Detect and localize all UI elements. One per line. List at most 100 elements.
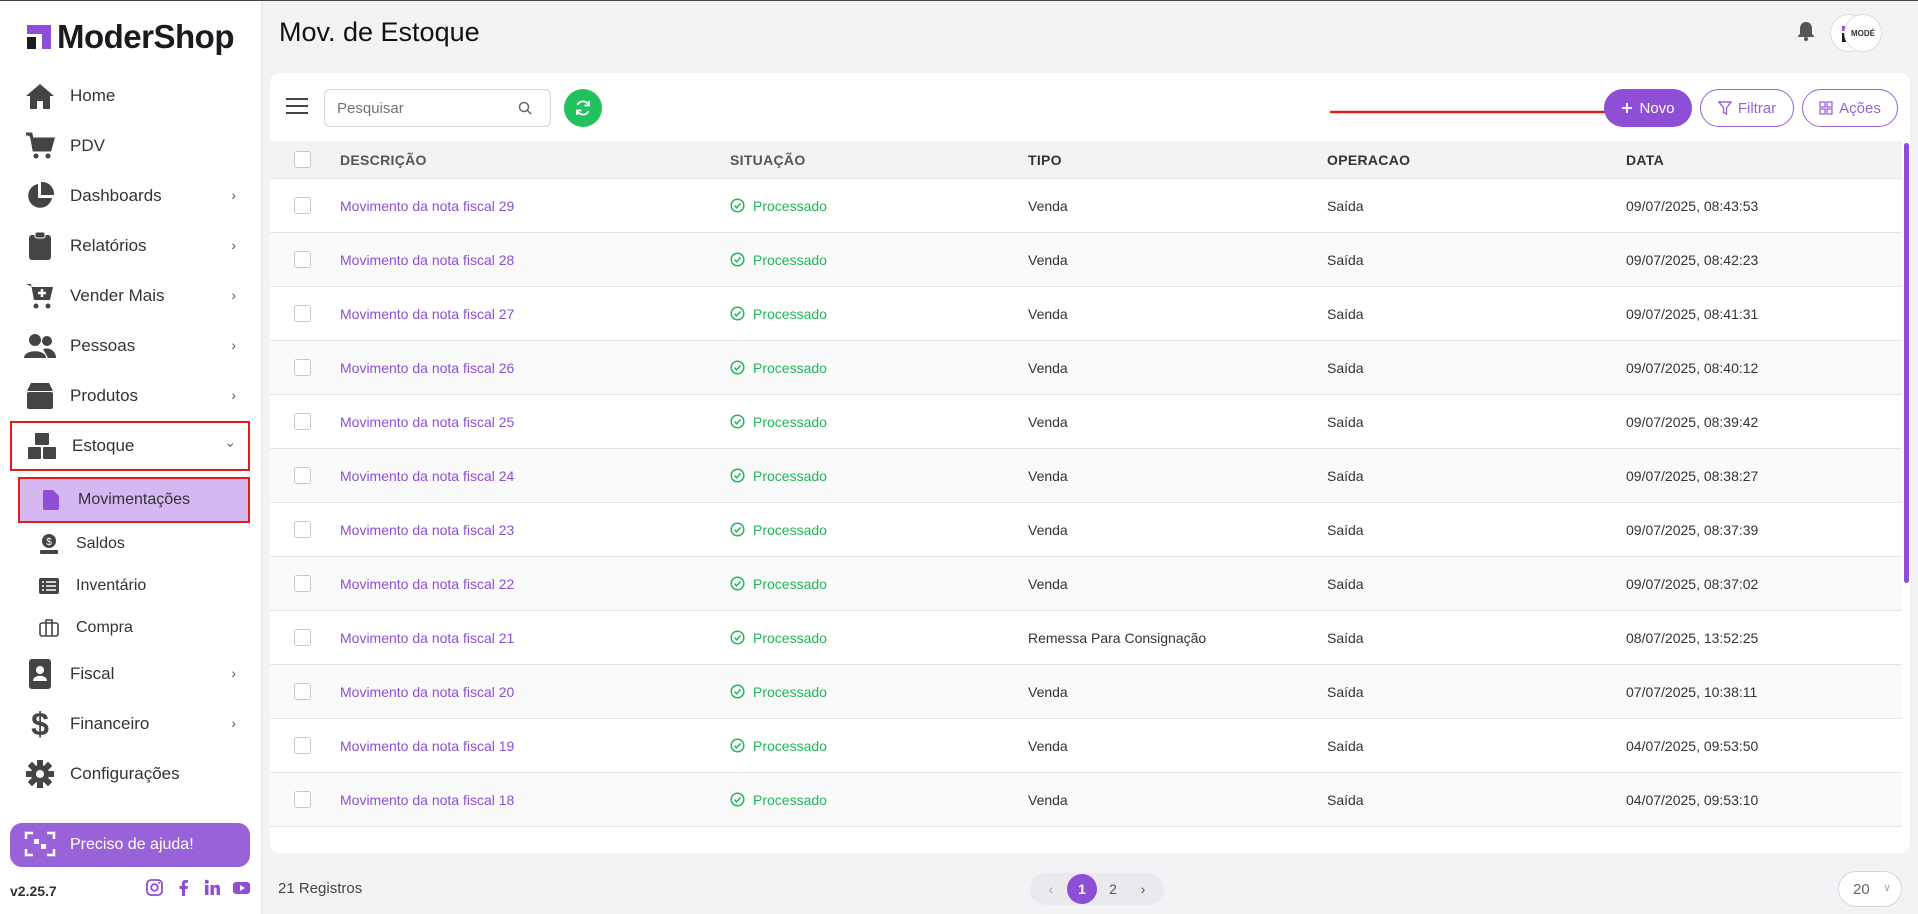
sidebar-item-label: Fiscal [70,664,115,683]
type-cell: Venda [1028,467,1068,484]
refresh-button[interactable] [564,89,602,127]
table-row[interactable]: Movimento da nota fiscal 20 Processado Ven… [270,665,1902,719]
sidebar-item-inventario[interactable]: Inventário [14,565,250,607]
table-scrollbar[interactable] [1904,143,1909,583]
status-badge: Processado [730,468,1028,484]
column-header[interactable]: DATA [1626,151,1665,168]
table-row[interactable]: Movimento da nota fiscal 25 Processado Ven… [270,395,1902,449]
sidebar-item-home[interactable]: Home [10,71,250,121]
check-circle-icon [730,738,745,753]
facebook-icon[interactable] [175,879,192,896]
row-checkbox[interactable] [294,305,311,322]
column-header[interactable]: DESCRIÇÃO [340,151,427,168]
chevron-down-icon: ∨ [1882,882,1891,894]
hamburger-icon[interactable] [286,98,308,116]
dollar-icon: $ [24,708,56,740]
status-badge: Processado [730,738,1028,754]
sidebar-item-estoque[interactable]: Estoque › [10,421,250,471]
sidebar-item-label: Compra [76,619,133,636]
description-link[interactable]: Movimento da nota fiscal 26 [340,359,515,376]
page-button[interactable]: 2 [1109,881,1117,897]
help-button[interactable]: Preciso de ajuda! [10,823,250,867]
row-checkbox[interactable] [294,629,311,646]
description-link[interactable]: Movimento da nota fiscal 24 [340,467,515,484]
description-link[interactable]: Movimento da nota fiscal 21 [340,629,515,646]
search-icon[interactable] [518,101,532,115]
table-row[interactable]: Movimento da nota fiscal 28 Processado Ven… [270,233,1902,287]
linkedin-icon[interactable] [204,879,221,896]
next-page-icon[interactable]: › [1140,881,1146,897]
description-link[interactable]: Movimento da nota fiscal 28 [340,251,515,268]
sidebar-item-vender-mais[interactable]: Vender Mais › [10,271,250,321]
check-circle-icon [730,522,745,537]
toolbar: Novo Filtrar Ações [270,73,1910,141]
description-link[interactable]: Movimento da nota fiscal 27 [340,305,515,322]
table-row[interactable]: Movimento da nota fiscal 29 Processado Ven… [270,179,1902,233]
sidebar-item-configuracoes[interactable]: Configurações [10,749,250,799]
operation-cell: Saída [1327,197,1364,214]
sidebar-item-movimentacoes[interactable]: Movimentações [18,477,250,523]
column-header[interactable]: TIPO [1028,151,1062,168]
table-row[interactable]: Movimento da nota fiscal 19 Processado Ven… [270,719,1902,773]
search-input[interactable] [337,99,512,117]
sidebar-item-fiscal[interactable]: Fiscal › [10,649,250,699]
youtube-icon[interactable] [233,879,250,896]
column-header[interactable]: SITUAÇÃO [730,151,806,168]
sidebar-item-relatorios[interactable]: Relatórios › [10,221,250,271]
column-header[interactable]: OPERACAO [1327,151,1411,168]
bell-icon[interactable] [1797,21,1817,43]
filter-button-label: Filtrar [1737,99,1777,117]
table-row[interactable]: Movimento da nota fiscal 18 Processado Ven… [270,773,1902,827]
sidebar-item-label: Financeiro [70,714,150,733]
sidebar-item-financeiro[interactable]: $ Financeiro › [10,699,250,749]
table-row[interactable]: Movimento da nota fiscal 24 Processado Ven… [270,449,1902,503]
table-row[interactable]: Movimento da nota fiscal 21 Processado Rem… [270,611,1902,665]
sidebar-item-produtos[interactable]: Produtos › [10,371,250,421]
new-button[interactable]: Novo [1604,89,1692,127]
per-page-select[interactable]: 20 ∨ [1838,871,1902,907]
status-text: Processado [753,305,827,322]
table-row[interactable]: Movimento da nota fiscal 23 Processado Ven… [270,503,1902,557]
operation-cell: Saída [1327,359,1364,376]
instagram-icon[interactable] [146,879,163,896]
row-checkbox[interactable] [294,467,311,484]
row-checkbox[interactable] [294,683,311,700]
sidebar-item-dashboards[interactable]: Dashboards › [10,171,250,221]
description-link[interactable]: Movimento da nota fiscal 25 [340,413,515,430]
table-row[interactable]: Movimento da nota fiscal 27 Processado Ven… [270,287,1902,341]
description-link[interactable]: Movimento da nota fiscal 23 [340,521,515,538]
logo[interactable]: ModerShop [24,17,234,57]
check-circle-icon [730,576,745,591]
operation-cell: Saída [1327,521,1364,538]
description-link[interactable]: Movimento da nota fiscal 19 [340,737,515,754]
avatar[interactable]: MODÉ [1830,12,1882,54]
home-icon [24,80,56,112]
sidebar-item-saldos[interactable]: $ Saldos [14,523,250,565]
table-row[interactable]: Movimento da nota fiscal 26 Processado Ven… [270,341,1902,395]
search-box [324,89,551,127]
row-checkbox[interactable] [294,359,311,376]
type-cell: Venda [1028,575,1068,592]
sidebar-item-pessoas[interactable]: Pessoas › [10,321,250,371]
row-checkbox[interactable] [294,791,311,808]
actions-button[interactable]: Ações [1802,89,1898,127]
row-checkbox[interactable] [294,575,311,592]
row-checkbox[interactable] [294,251,311,268]
description-link[interactable]: Movimento da nota fiscal 22 [340,575,515,592]
sidebar-item-compra[interactable]: Compra [14,607,250,649]
table-row[interactable]: Movimento da nota fiscal 22 Processado Ven… [270,557,1902,611]
description-link[interactable]: Movimento da nota fiscal 20 [340,683,515,700]
filter-button[interactable]: Filtrar [1700,89,1794,127]
row-checkbox[interactable] [294,737,311,754]
sidebar-item-pdv[interactable]: PDV [10,121,250,171]
page-button-current[interactable]: 1 [1067,874,1097,904]
date-cell: 08/07/2025, 13:52:25 [1626,629,1759,646]
description-link[interactable]: Movimento da nota fiscal 18 [340,791,515,808]
row-checkbox[interactable] [294,521,311,538]
prev-page-icon[interactable]: ‹ [1048,881,1054,897]
description-link[interactable]: Movimento da nota fiscal 29 [340,197,515,214]
row-checkbox[interactable] [294,413,311,430]
select-all-checkbox[interactable] [294,151,311,168]
help-button-label: Preciso de ajuda! [70,836,194,853]
row-checkbox[interactable] [294,197,311,214]
